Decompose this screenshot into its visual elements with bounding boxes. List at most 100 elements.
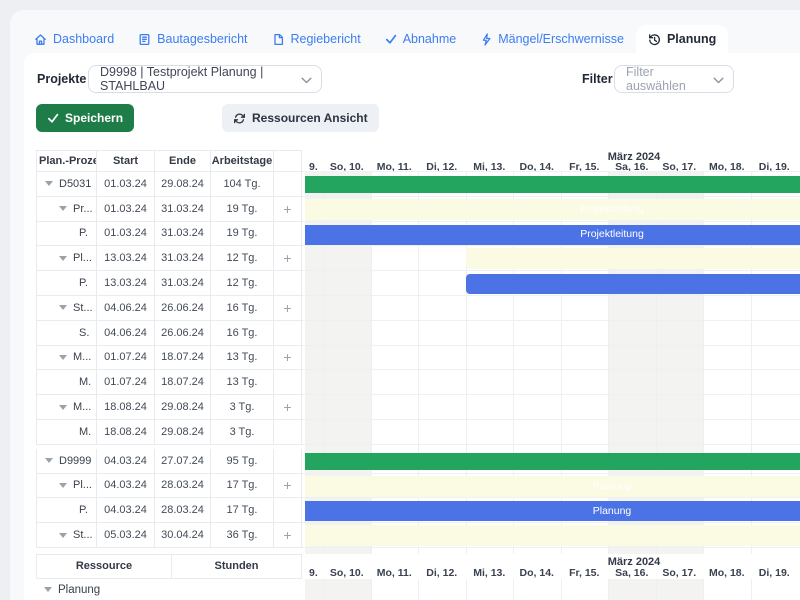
gantt-day-column bbox=[323, 395, 372, 419]
add-process-button[interactable]: + bbox=[283, 350, 291, 364]
process-name-cell[interactable]: P. bbox=[36, 271, 97, 296]
gantt-day-column bbox=[305, 296, 323, 320]
gantt-day-column bbox=[466, 579, 515, 600]
add-process-button[interactable]: + bbox=[283, 528, 291, 542]
gantt-day-label: Mo, 18. bbox=[709, 567, 745, 579]
process-name-cell[interactable]: Pl... bbox=[36, 474, 97, 499]
add-process-button[interactable]: + bbox=[283, 301, 291, 315]
add-process-button[interactable]: + bbox=[283, 400, 291, 414]
process-name-cell[interactable]: Pl... bbox=[36, 246, 97, 271]
process-name: D5031 bbox=[59, 178, 91, 190]
gantt-day-column bbox=[418, 271, 467, 295]
gantt-day-column bbox=[751, 395, 800, 419]
caret-down-icon[interactable] bbox=[59, 305, 67, 310]
workdays-cell: 3 Tg. bbox=[211, 395, 274, 420]
tab-bautagesbericht[interactable]: Bautagesbericht bbox=[126, 25, 259, 53]
add-cell[interactable]: + bbox=[274, 246, 302, 271]
gantt-day-column bbox=[608, 579, 657, 600]
caret-down-icon[interactable] bbox=[45, 458, 53, 463]
gantt-bar-task[interactable]: Planung bbox=[305, 501, 800, 521]
caret-down-icon[interactable] bbox=[45, 181, 53, 186]
process-name-cell[interactable]: S. bbox=[36, 321, 97, 346]
caret-down-icon[interactable] bbox=[59, 206, 67, 211]
gantt-bar-summary[interactable] bbox=[305, 453, 800, 470]
gantt-day-column bbox=[305, 420, 323, 444]
start-date-cell: 01.03.24 bbox=[97, 197, 155, 222]
gantt-bar-phase[interactable]: Projektleitung bbox=[305, 199, 800, 220]
start-date-cell: 04.03.24 bbox=[97, 498, 155, 523]
caret-down-icon[interactable] bbox=[59, 405, 67, 410]
start-date-cell: 13.03.24 bbox=[97, 271, 155, 296]
gantt-bar-summary[interactable] bbox=[305, 176, 800, 193]
add-process-button[interactable]: + bbox=[283, 478, 291, 492]
tab-label: Bautagesbericht bbox=[157, 32, 247, 46]
tab-m-ngel-erschwernisse[interactable]: Mängel/Erschwernisse bbox=[468, 25, 636, 53]
gantt-bar-phase[interactable]: Planung bbox=[305, 476, 800, 497]
process-name-cell[interactable]: D9999 bbox=[36, 449, 97, 474]
gantt-bar-label: Planung bbox=[593, 505, 632, 518]
process-name-cell[interactable]: P. bbox=[36, 498, 97, 523]
gantt-cell bbox=[302, 271, 800, 296]
gantt-day-label: Mo, 18. bbox=[709, 161, 745, 172]
start-date-cell: 18.08.24 bbox=[97, 395, 155, 420]
gantt-day-column bbox=[418, 296, 467, 320]
end-date-cell: 18.07.24 bbox=[155, 346, 211, 371]
save-button[interactable]: Speichern bbox=[36, 104, 134, 132]
gantt-day-column bbox=[703, 321, 752, 345]
gantt-bar-task[interactable] bbox=[466, 274, 800, 294]
tab-regiebericht[interactable]: Regiebericht bbox=[260, 25, 373, 53]
gantt-bar-task[interactable]: Projektleitung bbox=[305, 225, 800, 245]
end-date-cell: 29.08.24 bbox=[155, 420, 211, 445]
table-row: M.01.07.2418.07.2413 Tg. bbox=[36, 370, 800, 395]
process-name-cell[interactable]: M... bbox=[36, 395, 97, 420]
add-process-button[interactable]: + bbox=[283, 202, 291, 216]
caret-down-icon[interactable] bbox=[59, 355, 67, 360]
process-name-cell[interactable]: P. bbox=[36, 222, 97, 247]
process-name-cell[interactable]: D5031 bbox=[36, 172, 97, 197]
table-row: P.13.03.2431.03.2412 Tg. bbox=[36, 271, 800, 296]
column-header: Arbeitstage bbox=[211, 150, 274, 172]
check-icon bbox=[47, 112, 59, 124]
process-name-cell[interactable]: St... bbox=[36, 523, 97, 548]
gantt-bar-phase[interactable] bbox=[466, 248, 800, 269]
add-cell[interactable]: + bbox=[274, 523, 302, 548]
tab-abnahme[interactable]: Abnahme bbox=[373, 25, 469, 53]
add-cell[interactable]: + bbox=[274, 474, 302, 499]
gantt-day-label: Mi, 13. bbox=[473, 567, 505, 579]
gantt-day-column bbox=[751, 579, 800, 600]
gantt-day-column bbox=[703, 296, 752, 320]
gantt-day-column bbox=[656, 420, 705, 444]
gantt-cell bbox=[302, 172, 800, 197]
process-name-cell[interactable]: M. bbox=[36, 420, 97, 445]
resources-view-button[interactable]: Ressourcen Ansicht bbox=[222, 104, 379, 132]
gantt-day-column bbox=[656, 395, 705, 419]
caret-down-icon[interactable] bbox=[59, 533, 67, 538]
process-name-cell[interactable]: Pr... bbox=[36, 197, 97, 222]
gantt-day-label: Mo, 11. bbox=[377, 161, 412, 172]
add-cell[interactable]: + bbox=[274, 296, 302, 321]
add-cell[interactable]: + bbox=[274, 395, 302, 420]
add-cell bbox=[274, 271, 302, 296]
workdays-cell: 13 Tg. bbox=[211, 346, 274, 371]
caret-down-icon[interactable] bbox=[59, 483, 67, 488]
process-name-cell[interactable]: M... bbox=[36, 346, 97, 371]
project-select[interactable]: D9998 | Testprojekt Planung | STAHLBAU bbox=[88, 65, 322, 93]
gantt-bar-phase[interactable] bbox=[305, 525, 800, 546]
add-process-button[interactable]: + bbox=[283, 251, 291, 265]
gantt-day-column bbox=[466, 395, 515, 419]
add-cell[interactable]: + bbox=[274, 346, 302, 371]
gantt-day-column bbox=[703, 370, 752, 394]
tab-dashboard[interactable]: Dashboard bbox=[22, 25, 126, 53]
caret-down-icon[interactable] bbox=[59, 256, 67, 261]
journal-icon bbox=[138, 33, 151, 46]
tab-planung[interactable]: Planung bbox=[636, 25, 728, 53]
add-cell[interactable]: + bbox=[274, 197, 302, 222]
chevron-down-icon bbox=[301, 73, 312, 87]
start-date-cell: 05.03.24 bbox=[97, 523, 155, 548]
resource-name-cell[interactable]: Planung bbox=[36, 579, 172, 600]
caret-down-icon[interactable] bbox=[44, 587, 52, 592]
process-name-cell[interactable]: St... bbox=[36, 296, 97, 321]
process-name-cell[interactable]: M. bbox=[36, 370, 97, 395]
resource-header-row: RessourceStundenMärz 20249.So, 10.Mo, 11… bbox=[36, 554, 800, 579]
filter-select[interactable]: Filter auswählen bbox=[614, 65, 734, 93]
